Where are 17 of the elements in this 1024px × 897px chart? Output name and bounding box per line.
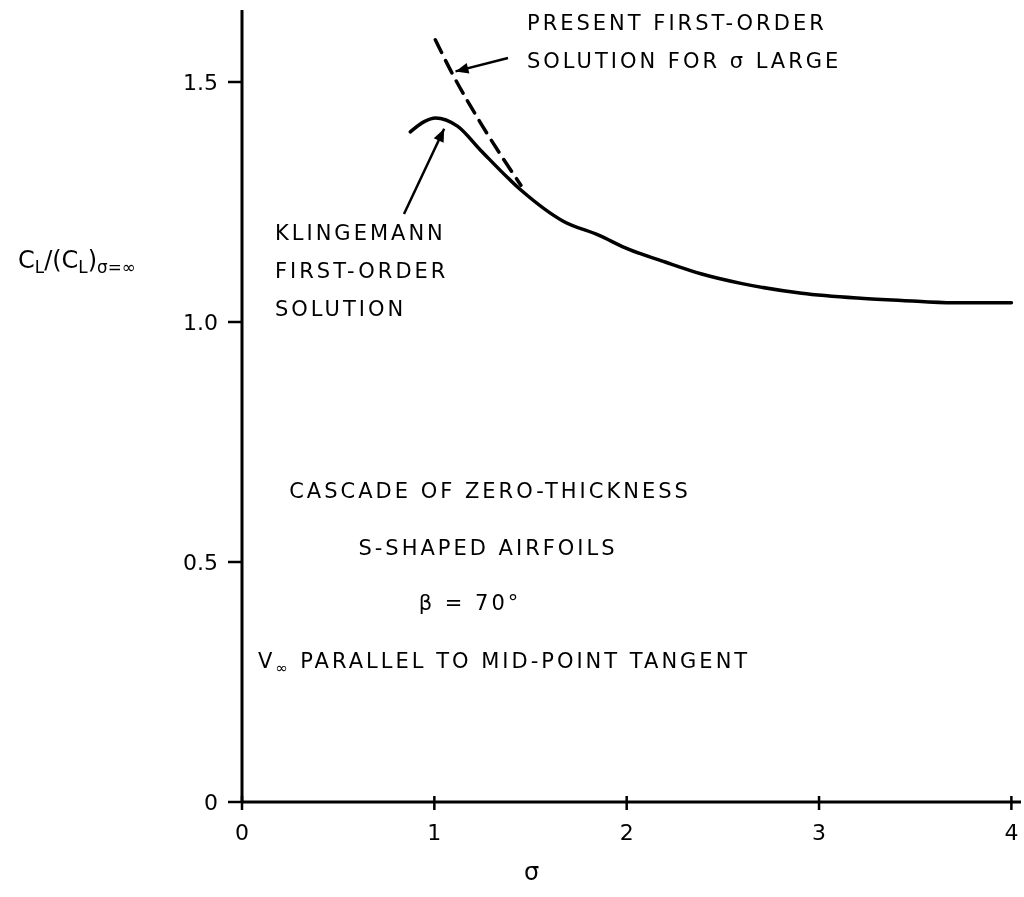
annotation: CASCADE OF ZERO-THICKNESS (289, 479, 691, 503)
x-tick-label: 1 (427, 820, 442, 845)
annotation: PRESENT FIRST-ORDER SOLUTION FOR σ LARGE (527, 11, 842, 73)
x-tick-label: 3 (812, 820, 827, 845)
y-tick-label: 1.5 (183, 70, 218, 95)
y-tick-label: 0.5 (183, 550, 218, 575)
annotation: S-SHAPED AIRFOILS (358, 536, 618, 560)
annotation: V$_{∞}$ PARALLEL TO MID-POINT TANGENT (258, 649, 751, 676)
y-tick-label: 0 (204, 790, 218, 815)
x-tick-label: 4 (1004, 820, 1019, 845)
y-tick-label: 1.0 (183, 310, 218, 335)
annotation: KLINGEMANN FIRST-ORDER SOLUTION (275, 221, 449, 321)
x-tick-label: 2 (619, 820, 634, 845)
annotation: β = 70° (418, 591, 522, 615)
x-tick-label: 0 (235, 820, 249, 845)
x-axis-title: σ (523, 858, 540, 886)
y-axis-title: C$_{L}$/(C$_{L}$)$_{σ=∞}$ (18, 246, 136, 278)
